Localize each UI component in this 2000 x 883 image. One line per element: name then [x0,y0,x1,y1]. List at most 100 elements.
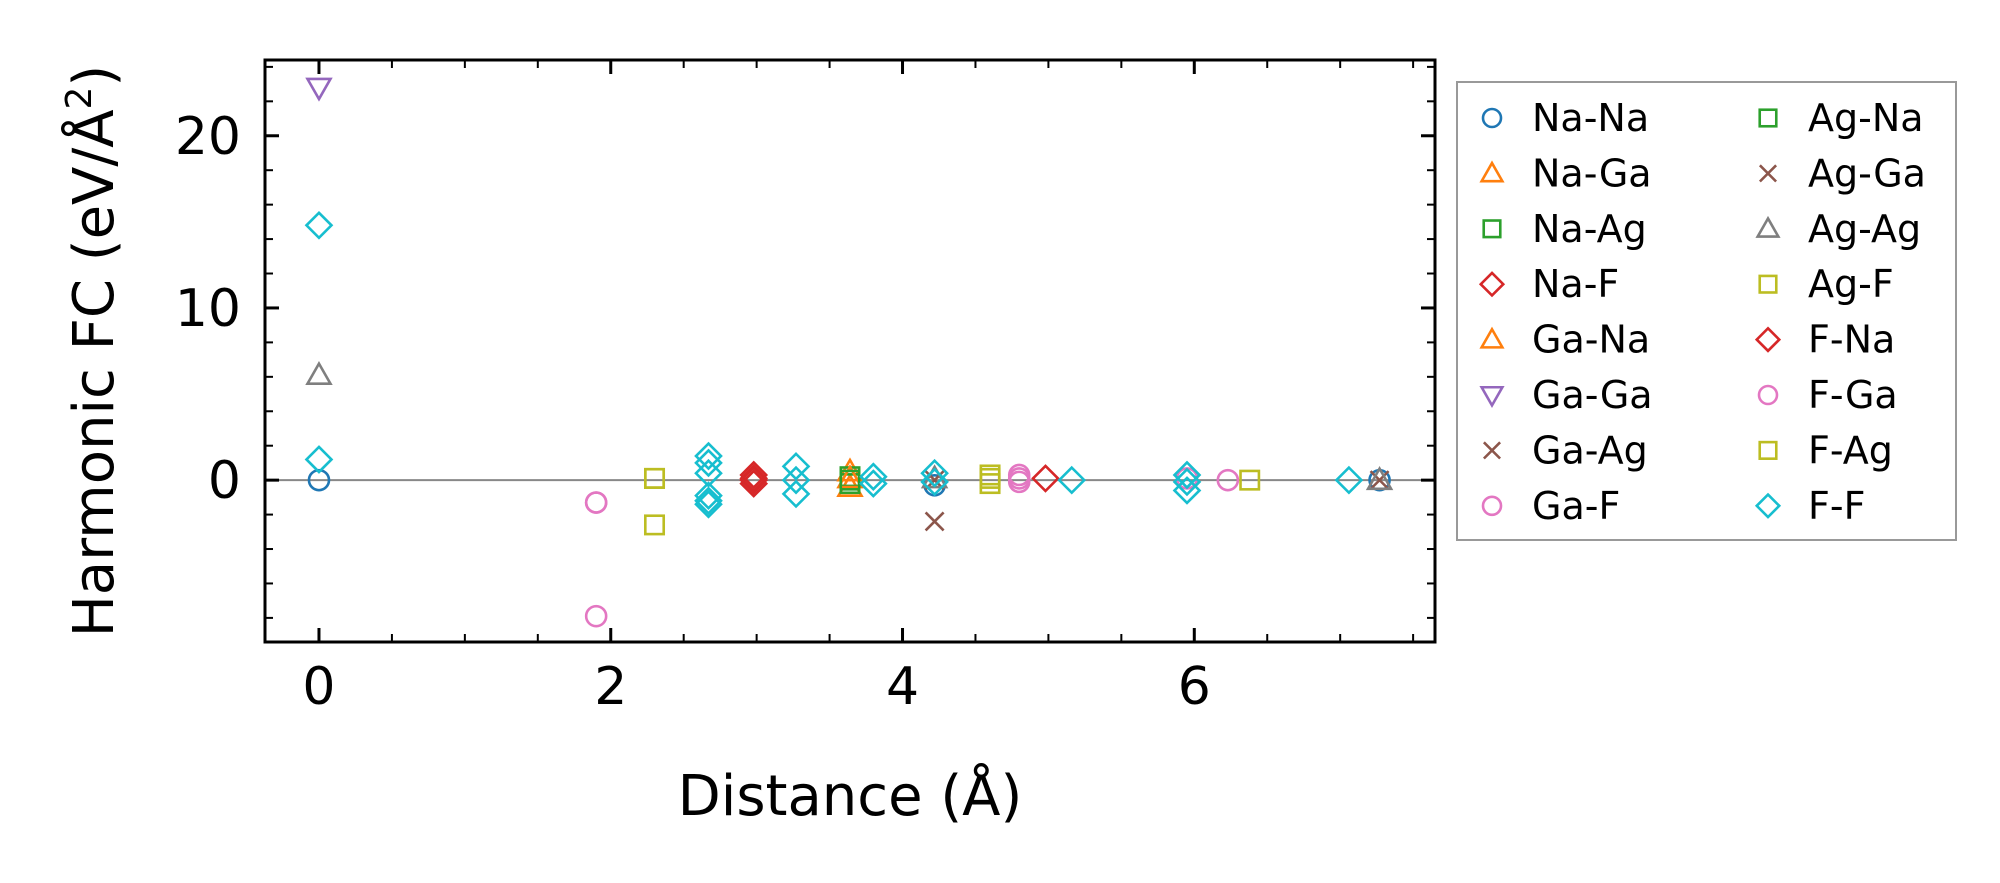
legend-label: Ag-Ga [1808,151,1926,195]
data-point-f-f [1172,476,1202,505]
series-ga-f [584,463,1240,628]
data-point-f-f [781,452,811,481]
y-axis-title-close: ) [62,65,127,87]
data-point-ga-f [584,604,608,628]
data-point-ga-f [1216,468,1240,492]
legend-item-f-ga: F-Ga [1757,373,1898,417]
legend-item-ga-f: Ga-F [1481,484,1620,528]
data-point-f-f [920,458,949,488]
data-point-f-f [694,448,723,478]
y-axis-title-main: Harmonic FC (eV/Å [61,109,127,637]
legend-label: Ag-Ag [1808,207,1921,251]
data-point-ga-ag [1369,470,1390,491]
legend-marker-ga-ga [1479,385,1505,408]
series-ga-ag [924,470,1390,532]
data-point-f-f [694,441,723,471]
data-point-ga-ga [305,77,333,102]
data-point-f-f [781,465,811,495]
data-point-f-f [694,481,723,510]
legend-marker-f-na [1754,326,1782,353]
series-f-ga [584,467,1031,514]
data-point-f-f [920,467,949,497]
data-point-ag-na [839,469,861,491]
legend-marker-f-f [1754,492,1782,519]
legend-marker-ga-f [1481,495,1503,517]
x-axis-title: Distance (Å) [678,763,1023,829]
legend-item-na-ga: Na-Ga [1479,151,1652,195]
legend-marker-na-f [1478,271,1506,298]
legend-item-ag-na: Ag-Na [1758,96,1924,140]
y-axis-title-superscript: 2 [59,87,100,110]
series-ga-ga [305,77,333,102]
legend-label: Na-Ag [1532,207,1647,251]
legend-marker-ag-na [1758,108,1778,128]
legend-marker-f-ag [1758,440,1778,460]
plot-frame [263,58,1437,644]
data-point-ag-f [644,514,666,536]
legend-item-f-ag: F-Ag [1758,428,1893,472]
data-point-ag-ag [305,360,333,386]
series-ag-na [839,469,861,491]
legend-marker-ag-f [1758,274,1778,294]
legend-item-ag-ag: Ag-Ag [1755,207,1921,251]
legend-label: F-Na [1808,318,1895,362]
data-point-na-f [739,469,769,498]
y-tick-label: 20 [175,107,241,167]
data-point-f-f [1172,460,1202,490]
data-point-f-na [739,464,769,493]
data-point-ag-f [1239,469,1261,491]
legend-label: Ga-Ga [1532,373,1653,417]
legend-item-ga-na: Ga-Na [1479,318,1650,362]
legend: Na-Na Na-Ga Na-Ag Na-F Ga-Na Ga-Ga Ga-Ag Ga-F Ag… [1456,81,1957,541]
data-point-f-f [781,479,811,509]
data-point-f-f [859,469,888,498]
legend-item-ag-ga: Ag-Ga [1758,151,1926,195]
y-axis-title: Harmonic FC (eV/Å2) [59,65,127,638]
legend-label: F-Ag [1808,428,1893,472]
series-ag-f [644,464,1261,536]
legend-item-f-f: F-F [1754,484,1865,528]
data-point-f-ag [979,467,1001,489]
data-point-ga-na [836,464,864,489]
legend-label: Ga-Ag [1532,428,1648,472]
data-point-f-f [304,445,334,474]
data-point-f-ga [1007,467,1031,490]
legend-label: Ag-Na [1808,96,1924,140]
series-f-na [739,464,769,493]
legend-marker-f-ga [1757,384,1779,406]
data-point-f-f [304,210,334,240]
legend-label: Na-Ga [1532,151,1652,195]
x-tick-label: 6 [1178,657,1211,717]
data-point-ga-ag [924,511,945,532]
legend-label: F-Ga [1808,373,1898,417]
data-point-f-f [1334,465,1364,495]
legend-label: Ga-F [1532,484,1620,528]
legend-item-na-f: Na-F [1478,262,1619,306]
x-tick-label: 2 [594,657,627,717]
data-point-ag-ag [1365,466,1394,491]
legend-label: F-F [1808,484,1865,528]
legend-label: Na-Na [1532,96,1649,140]
data-point-f-f [694,489,723,519]
data-point-f-f [694,458,723,488]
data-point-f-f [694,486,723,516]
legend-item-ga-ag: Ga-Ag [1482,428,1648,472]
legend-frame [1456,81,1957,541]
data-point-f-f [1172,467,1202,497]
legend-marker-ag-ga [1758,164,1778,183]
data-point-na-f [739,460,769,490]
y-tick-label: 10 [175,279,241,339]
data-point-na-f [1031,464,1060,493]
x-tick-label: 4 [886,657,919,717]
series-f-f [304,210,1364,519]
legend-marker-na-ag [1482,219,1502,239]
data-point-f-f [859,462,888,492]
legend-item-na-ag: Na-Ag [1482,207,1647,251]
legend-label: Ga-Na [1532,318,1650,362]
series-ga-na [836,464,864,489]
data-point-f-ag [644,467,666,489]
legend-label: Na-F [1532,262,1619,306]
legend-item-ag-f: Ag-F [1758,262,1894,306]
legend-item-na-na: Na-Na [1481,96,1649,140]
